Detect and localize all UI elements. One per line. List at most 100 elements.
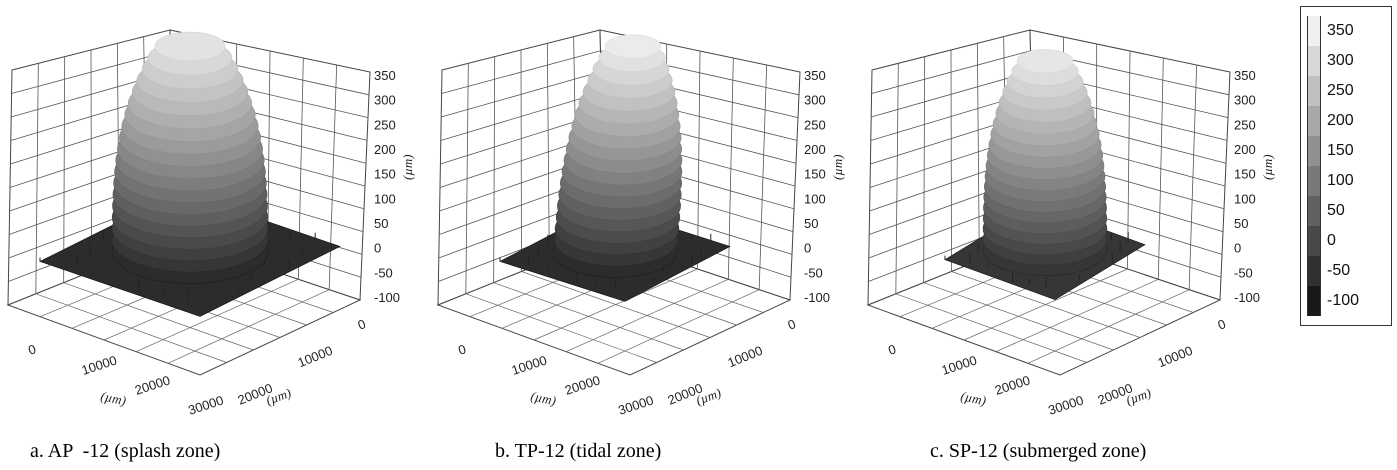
x-tick-label: 30000	[186, 392, 225, 417]
caption-c: c. SP-12 (submerged zone)	[930, 440, 1147, 462]
y-tick-label: 0	[356, 316, 368, 333]
x-axis-label: (µm)	[529, 388, 557, 408]
x-tick-label: 30000	[616, 392, 655, 417]
grid-line	[950, 49, 952, 272]
z-tick-label: 350	[374, 68, 396, 83]
z-tick-label: 300	[1234, 93, 1256, 108]
colorbar-label: 200	[1327, 112, 1354, 129]
colorbar-label: 300	[1327, 52, 1354, 69]
surface-plot-a: 350 300 250 200 150 100 50 0 -50 -100 (µm) 0 10000 20…	[6, 29, 415, 418]
colorbar-swatch	[1307, 46, 1321, 76]
grid-line	[1027, 289, 1190, 364]
z-tick-label: 50	[1234, 216, 1248, 231]
x-tick-label: 10000	[80, 352, 119, 377]
z-tick-label: -50	[804, 265, 823, 280]
z-tick-label: -50	[374, 265, 393, 280]
z-tick-label: 350	[804, 68, 826, 83]
grid-line	[895, 63, 899, 294]
z-tick-label: 0	[804, 241, 811, 256]
surface-band	[1016, 49, 1074, 74]
colorbar-swatch	[1307, 136, 1321, 166]
surface-plot-b: 350 300 250 200 150 100 50 0 -50 -100 (µm) 0 10000 20…	[436, 29, 845, 418]
z-tick-label: 0	[1234, 241, 1241, 256]
x-tick-label: 20000	[563, 372, 602, 397]
x-tick-label: 30000	[1046, 392, 1085, 417]
colorbar-label: -100	[1327, 292, 1360, 309]
grid-line	[923, 56, 926, 283]
x-tick-label: 10000	[940, 352, 979, 377]
z-tick-label: 250	[374, 117, 396, 132]
z-tick-label: 50	[804, 216, 818, 231]
x-tick-label: 10000	[510, 352, 549, 377]
y-tick-label: 10000	[1156, 343, 1195, 370]
z-tick-label: 350	[1234, 68, 1256, 83]
z-axis-label: (µm)	[1260, 154, 1275, 180]
z-axis-label: (µm)	[830, 154, 845, 180]
z-tick-label: 200	[804, 142, 826, 157]
surface-band	[604, 34, 662, 59]
x-axis-label: (µm)	[959, 388, 987, 408]
z-tick-label: -100	[1234, 290, 1260, 305]
colorbar-swatch	[1307, 256, 1321, 286]
x-tick-label: 20000	[993, 372, 1032, 397]
y-tick-label: 0	[786, 316, 798, 333]
z-tick-label: 0	[374, 241, 381, 256]
x-tick-label: 20000	[133, 372, 172, 397]
grid-line	[1157, 57, 1164, 280]
surface-band	[154, 31, 226, 62]
z-tick-label: 200	[1234, 142, 1256, 157]
y-tick-label: 0	[1216, 316, 1228, 333]
colorbar-label: 350	[1327, 22, 1354, 39]
surface-plot-c: 350 300 250 200 150 100 50 0 -50 -100 (µm) 0 10000 20…	[866, 29, 1275, 418]
z-tick-label: -100	[804, 290, 830, 305]
z-axis-label: (µm)	[400, 154, 415, 180]
colorbar-label: 250	[1327, 82, 1354, 99]
z-tick-label: 250	[804, 117, 826, 132]
grid-line	[520, 49, 522, 272]
grid-line	[63, 56, 66, 283]
z-tick-label: 150	[804, 167, 826, 182]
colorbar-label: 0	[1327, 232, 1336, 249]
colorbar-swatch	[1307, 16, 1321, 46]
colorbar-swatch	[1307, 286, 1321, 316]
grid-line	[35, 63, 39, 294]
z-tick-label: 50	[374, 216, 388, 231]
x-axis-label: (µm)	[99, 388, 127, 408]
grid-line	[727, 57, 734, 280]
colorbar-swatch	[1307, 196, 1321, 226]
z-tick-label: 300	[374, 93, 396, 108]
colorbar-swatch	[1307, 226, 1321, 256]
grid-line	[167, 289, 330, 364]
colorbar-label: 100	[1327, 172, 1354, 189]
y-tick-label: 10000	[726, 343, 765, 370]
y-tick-label: 10000	[296, 343, 335, 370]
colorbar-label: 150	[1327, 142, 1354, 159]
grid-line	[758, 64, 768, 290]
grid-line	[465, 63, 469, 294]
z-tick-label: 100	[374, 191, 396, 206]
x-tick-label: 0	[456, 341, 468, 358]
z-tick-label: -100	[374, 290, 400, 305]
z-tick-label: 300	[804, 93, 826, 108]
z-tick-label: 250	[1234, 117, 1256, 132]
grid-line	[976, 43, 980, 261]
x-tick-label: 0	[886, 341, 898, 358]
colorbar-label: -50	[1327, 262, 1351, 279]
grid-line	[90, 49, 92, 272]
grid-line	[697, 50, 701, 270]
caption-a: a. AP -12 (splash zone)	[30, 440, 221, 462]
grid-line	[546, 43, 550, 261]
z-tick-label: 100	[1234, 191, 1256, 206]
colorbar-label: 50	[1327, 202, 1345, 219]
grid-line	[597, 289, 760, 364]
grid-line	[1188, 64, 1198, 290]
z-tick-label: 150	[1234, 167, 1256, 182]
grid-line	[493, 56, 496, 283]
z-tick-label: 200	[374, 142, 396, 157]
z-tick-label: 150	[374, 167, 396, 182]
caption-b: b. TP-12 (tidal zone)	[495, 440, 662, 462]
x-tick-label: 0	[26, 341, 38, 358]
colorbar-legend: 350 300 250 200 150 100 50 0 -50 -100	[1300, 6, 1392, 326]
grid-line	[328, 64, 338, 290]
